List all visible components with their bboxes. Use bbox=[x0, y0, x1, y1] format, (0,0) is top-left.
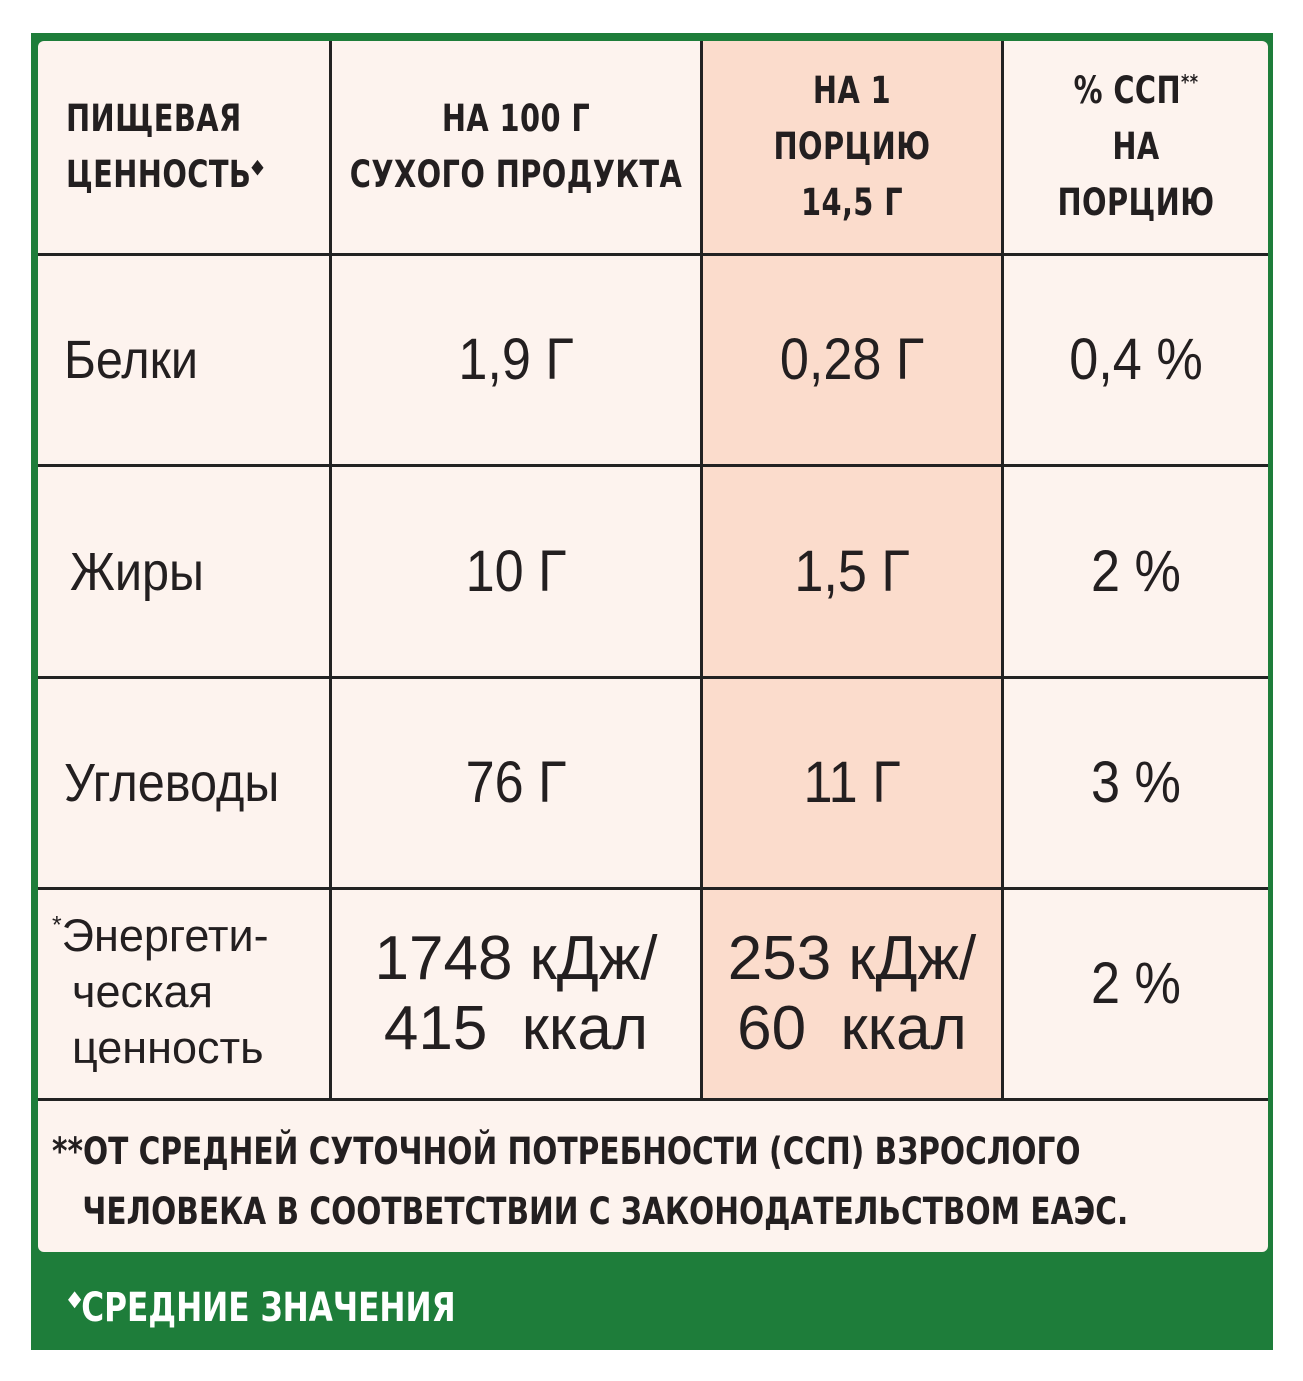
header-per-100g: НА 100 Г СУХОГО ПРОДУКТА bbox=[340, 72, 693, 222]
energy-per-100g: 1748 кДж/ 415 ккал bbox=[332, 890, 700, 1098]
bottom-note: ◆СРЕДНИЕ ЗНАЧЕНИЯ bbox=[68, 1285, 456, 1331]
header-line: ПИЩЕВАЯ bbox=[66, 97, 242, 140]
energy-line: 60 ккал bbox=[737, 994, 967, 1063]
header-percent-daily: % ССП** НА ПОРЦИЮ bbox=[1033, 69, 1239, 224]
row-label: Углеводы bbox=[64, 753, 280, 813]
energy-label: *Энергети- ческая ценность bbox=[52, 890, 329, 1098]
header-line: 14,5 Г bbox=[801, 181, 903, 224]
table-divider bbox=[1001, 41, 1004, 1100]
table-divider bbox=[38, 887, 1268, 890]
row-label: Жиры bbox=[70, 541, 204, 602]
value-per-100g: 10 Г bbox=[465, 538, 567, 604]
value-per-100g: 76 Г bbox=[465, 750, 567, 815]
header-per-portion: НА 1 ПОРЦИЮ 14,5 Г bbox=[736, 69, 968, 224]
energy-per-portion: 253 кДж/ 60 ккал bbox=[703, 890, 1001, 1098]
double-asterisk-mark: ** bbox=[1181, 69, 1199, 94]
energy-label-line: *Энергети- bbox=[52, 910, 269, 961]
energy-line: 1748 кДж/ bbox=[374, 924, 658, 993]
table-divider bbox=[38, 1098, 1268, 1101]
header-nutrition-value: ПИЩЕВАЯ ЦЕННОСТЬ◆ bbox=[66, 72, 300, 222]
header-line: НА ПОРЦИЮ bbox=[1057, 125, 1215, 224]
footnote-line: ЧЕЛОВЕКА В СООТВЕТСТВИИ С ЗАКОНОДАТЕЛЬСТ… bbox=[82, 1190, 1129, 1233]
energy-line: 253 кДж/ bbox=[727, 924, 977, 993]
diamond-mark: ◆ bbox=[251, 153, 264, 178]
value-per-portion: 11 Г bbox=[803, 750, 901, 815]
value-per-portion: 1,5 Г bbox=[794, 538, 910, 604]
header-line: % ССП** bbox=[1073, 69, 1199, 112]
footnote: **ОТ СРЕДНЕЙ СУТОЧНОЙ ПОТРЕБНОСТИ (ССП) … bbox=[52, 1122, 1129, 1242]
value-percent-daily: 3 % bbox=[1091, 750, 1181, 815]
double-asterisk-mark: ** bbox=[52, 1130, 83, 1173]
energy-label-line: ческая bbox=[72, 966, 214, 1017]
nutrition-table-panel bbox=[38, 41, 1268, 1252]
header-line: СУХОГО ПРОДУКТА bbox=[349, 153, 683, 196]
value-per-portion: 0,28 Г bbox=[779, 327, 925, 392]
value-percent-daily: 2 % bbox=[1091, 538, 1181, 604]
energy-line: 415 ккал bbox=[383, 994, 649, 1063]
table-divider bbox=[38, 464, 1268, 467]
row-label: Белки bbox=[64, 330, 199, 390]
value-percent-daily: 0,4 % bbox=[1069, 327, 1203, 392]
header-line: НА 100 Г bbox=[441, 97, 591, 140]
header-line: ЦЕННОСТЬ◆ bbox=[66, 153, 264, 196]
diamond-mark: ◆ bbox=[68, 1286, 82, 1312]
table-divider bbox=[329, 41, 332, 1100]
table-divider bbox=[700, 41, 703, 1100]
value-per-100g: 1,9 Г bbox=[458, 327, 574, 392]
energy-percent-daily: 2 % bbox=[1091, 951, 1181, 1016]
table-divider bbox=[38, 253, 1268, 256]
table-divider bbox=[38, 676, 1268, 679]
header-line: НА 1 ПОРЦИЮ bbox=[773, 69, 931, 168]
energy-label-line: ценность bbox=[72, 1022, 264, 1073]
per-portion-column-highlight bbox=[703, 41, 1001, 1100]
asterisk-mark: * bbox=[52, 912, 62, 940]
footnote-line: **ОТ СРЕДНЕЙ СУТОЧНОЙ ПОТРЕБНОСТИ (ССП) … bbox=[52, 1130, 1081, 1173]
